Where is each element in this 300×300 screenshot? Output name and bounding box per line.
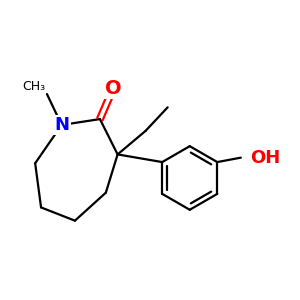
Text: OH: OH: [250, 149, 280, 167]
Text: CH₃: CH₃: [22, 80, 46, 93]
Text: N: N: [54, 116, 69, 134]
Text: O: O: [105, 79, 122, 98]
